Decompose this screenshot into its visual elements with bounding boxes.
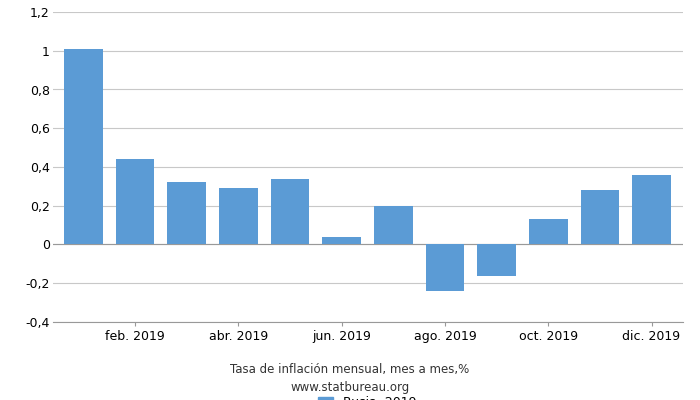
Bar — [426, 244, 464, 291]
Bar — [322, 237, 361, 244]
Bar — [167, 182, 206, 244]
Bar — [477, 244, 516, 276]
Bar — [219, 188, 258, 244]
Bar — [116, 159, 155, 244]
Bar — [64, 49, 103, 244]
Bar — [271, 179, 309, 244]
Bar — [580, 190, 620, 244]
Legend: Rusia, 2019: Rusia, 2019 — [318, 396, 416, 400]
Text: www.statbureau.org: www.statbureau.org — [290, 382, 410, 394]
Bar — [632, 175, 671, 244]
Text: Tasa de inflación mensual, mes a mes,%: Tasa de inflación mensual, mes a mes,% — [230, 364, 470, 376]
Bar — [374, 206, 413, 244]
Bar — [529, 219, 568, 244]
